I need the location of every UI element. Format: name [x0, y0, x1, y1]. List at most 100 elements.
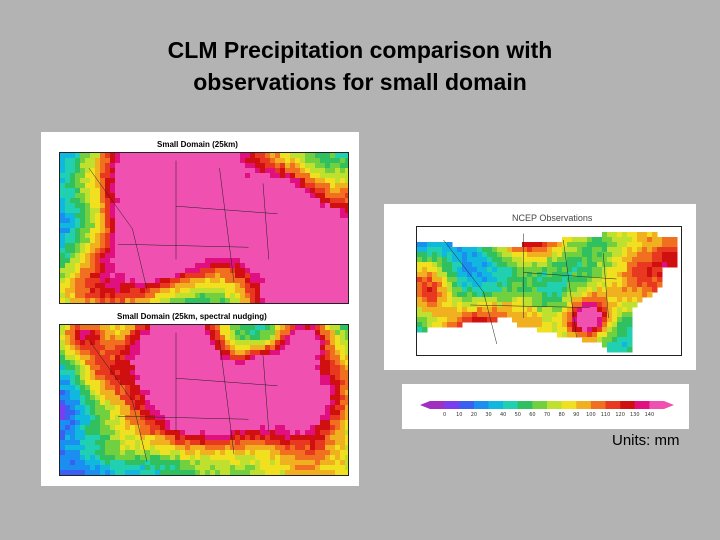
precip-cell [340, 470, 346, 475]
precip-cell [190, 335, 196, 341]
precip-cell [452, 257, 458, 263]
precip-cell [492, 267, 498, 273]
precip-cell [220, 345, 226, 351]
precip-cell [280, 380, 286, 386]
precip-cell [90, 350, 96, 356]
precip-cell [235, 233, 241, 239]
precip-cell [260, 325, 266, 331]
precip-cell [300, 288, 306, 294]
precip-cell [120, 248, 126, 254]
precip-cell [462, 277, 468, 283]
precip-cell [325, 345, 331, 351]
precip-cell [135, 223, 141, 229]
precip-cell [195, 410, 201, 416]
precip-cell [150, 420, 156, 426]
precip-cell [340, 365, 346, 371]
precip-cell [75, 288, 81, 294]
precip-cell [522, 242, 528, 248]
colorbar-tick-label: 100 [586, 412, 596, 418]
precip-cell [65, 273, 71, 279]
precip-cell [275, 208, 281, 214]
precip-cell [235, 345, 241, 351]
precip-cell [622, 282, 628, 288]
precip-cell [487, 302, 493, 308]
precip-cell [235, 173, 241, 179]
precip-cell [75, 435, 81, 441]
precip-cell [105, 340, 111, 346]
precip-cell [240, 288, 246, 294]
precip-cell [320, 188, 326, 194]
precip-cell [140, 465, 146, 471]
precip-cell [150, 375, 156, 381]
precip-cell [255, 233, 261, 239]
precip-cell [315, 278, 321, 284]
precip-cell [582, 287, 588, 293]
precip-cell [110, 198, 116, 204]
precip-cell [130, 303, 136, 304]
precip-cell [130, 153, 136, 159]
precip-cell [330, 325, 336, 331]
precip-cell [240, 293, 246, 299]
precip-cell [140, 228, 146, 234]
precip-cell [647, 247, 653, 253]
precip-cell [235, 430, 241, 436]
precip-cell [220, 248, 226, 254]
precip-cell [472, 277, 478, 283]
precip-cell [205, 420, 211, 426]
precip-cell [180, 330, 186, 336]
precip-cell [170, 340, 176, 346]
precip-cell [110, 405, 116, 411]
precip-cell [215, 470, 221, 475]
precip-cell [557, 267, 563, 273]
precip-cell [300, 440, 306, 446]
precip-cell [260, 218, 266, 224]
precip-cell [115, 178, 121, 184]
precip-cell [335, 198, 341, 204]
precip-cell [170, 223, 176, 229]
precip-cell [150, 475, 156, 476]
precip-cell [270, 445, 276, 451]
precip-cell [180, 430, 186, 436]
precip-cell [220, 395, 226, 401]
precip-cell [280, 360, 286, 366]
precip-cell [477, 282, 483, 288]
precip-cell [245, 278, 251, 284]
precip-cell [477, 297, 483, 303]
precip-cell [125, 365, 131, 371]
precip-cell [295, 233, 301, 239]
precip-cell [235, 435, 241, 441]
precip-cell [340, 268, 346, 274]
precip-cell [170, 233, 176, 239]
precip-cell [235, 350, 241, 356]
precip-cell [95, 390, 101, 396]
precip-cell [70, 355, 76, 361]
precip-cell [200, 410, 206, 416]
precip-cell [542, 262, 548, 268]
precip-cell [537, 247, 543, 253]
precip-cell [190, 153, 196, 159]
precip-cell [180, 218, 186, 224]
precip-cell [95, 455, 101, 461]
precip-cell [305, 455, 311, 461]
precip-cell [70, 385, 76, 391]
precip-cell [210, 213, 216, 219]
precip-cell [542, 297, 548, 303]
precip-cell [115, 163, 121, 169]
precip-cell [185, 173, 191, 179]
precip-cell [340, 168, 346, 174]
precip-cell [260, 233, 266, 239]
precip-map-spectral-nudging [59, 324, 349, 476]
precip-cell [65, 288, 71, 294]
precip-cell [285, 158, 291, 164]
precip-cell [270, 345, 276, 351]
precip-cell [160, 263, 166, 269]
precip-cell [255, 298, 261, 303]
precip-cell [225, 163, 231, 169]
precip-cell [245, 365, 251, 371]
precip-cell [320, 228, 326, 234]
precip-cell [225, 183, 231, 189]
precip-cell [180, 163, 186, 169]
precip-cell [250, 355, 256, 361]
precip-cell [255, 208, 261, 214]
precip-cell [195, 238, 201, 244]
